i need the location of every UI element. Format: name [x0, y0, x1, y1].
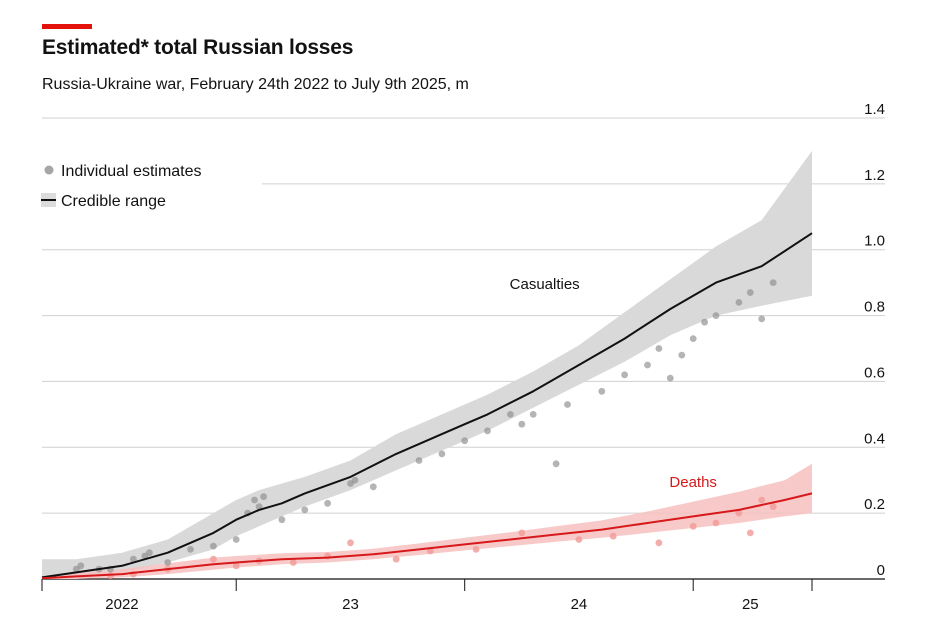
y-tick-label: 0.2	[864, 496, 885, 513]
y-tick-label: 1.4	[864, 101, 885, 118]
casualties-estimate-point	[655, 345, 663, 352]
casualties-estimate-point	[598, 387, 606, 395]
casualties-estimate-point	[324, 499, 331, 507]
casualties-estimate-point	[552, 460, 560, 468]
deaths-estimate-point	[472, 546, 480, 553]
grid-layer: 1.4 1.2 1.0 0.8 0.6 0.4 0.2 0	[42, 101, 885, 580]
casualties-estimate-point	[564, 401, 571, 408]
casualties-estimate-point	[210, 542, 217, 550]
deaths-estimate-point	[518, 529, 526, 537]
casualties-estimate-point	[232, 536, 240, 543]
casualties-estimate-point	[746, 289, 754, 296]
casualties-estimate-point	[507, 411, 514, 418]
x-tick-label: 2022	[105, 596, 138, 613]
x-axis: 2022 23 24 25	[41, 579, 813, 613]
casualties-estimate-point	[678, 351, 686, 359]
casualties-estimate-point	[461, 437, 469, 445]
brand-accent-bar	[42, 24, 92, 29]
y-tick-label: 1.0	[864, 233, 885, 250]
deaths-estimate-point	[712, 519, 720, 527]
casualties-estimate-point	[260, 493, 267, 501]
x-tick-label: 25	[742, 596, 759, 613]
deaths-line	[41, 492, 813, 580]
casualties-line	[41, 232, 813, 579]
casualties-estimate-point	[621, 371, 628, 379]
casualties-estimate-point	[666, 374, 674, 382]
casualties-estimate-point	[351, 476, 359, 484]
casualties-estimate-point	[77, 562, 85, 570]
x-tick-label: 24	[571, 596, 588, 613]
deaths-estimate-point	[609, 532, 617, 540]
deaths-estimate-point	[210, 555, 217, 563]
casualties-estimate-point	[769, 279, 777, 286]
casualties-estimate-point	[164, 559, 172, 566]
deaths-estimate-point	[655, 539, 663, 547]
deaths-estimate-point	[758, 496, 766, 504]
series-annotations: Casualties Deaths	[510, 276, 717, 491]
legend-dot-icon	[44, 165, 54, 175]
deaths-estimate-point	[769, 503, 777, 510]
legend-item-points: Individual estimates	[61, 163, 202, 180]
chart-title: Estimated* total Russian losses	[42, 36, 354, 59]
deaths-estimate-point	[735, 509, 743, 517]
casualties-estimate-point	[438, 450, 446, 458]
casualties-estimate-point	[369, 483, 377, 491]
casualties-estimate-point	[187, 546, 194, 553]
casualties-estimate-point	[301, 506, 309, 514]
estimate-points	[72, 279, 777, 580]
casualties-estimate-point	[255, 503, 263, 510]
deaths-estimate-point	[689, 522, 697, 530]
deaths-estimate-point	[575, 536, 583, 543]
legend-item-range: Credible range	[61, 193, 166, 210]
casualties-estimate-point	[701, 318, 708, 326]
chart-subtitle: Russia-Ukraine war, February 24th 2022 t…	[42, 76, 469, 93]
casualties-estimate-point	[689, 335, 697, 342]
deaths-estimate-point	[392, 555, 400, 563]
deaths-estimate-point	[347, 539, 354, 547]
y-tick-label: 0	[877, 562, 885, 579]
deaths-annotation: Deaths	[669, 474, 717, 491]
casualties-estimate-point	[518, 420, 526, 428]
deaths-estimate-point	[232, 562, 240, 570]
casualties-estimate-point	[130, 555, 137, 563]
x-tick-label: 23	[342, 596, 359, 613]
casualties-estimate-point	[712, 312, 720, 319]
casualties-estimate-point	[529, 411, 537, 418]
casualties-estimate-point	[735, 299, 743, 306]
deaths-estimate-point	[746, 529, 754, 537]
legend-background	[40, 150, 262, 212]
credible-bands	[42, 150, 812, 579]
y-tick-label: 1.2	[864, 167, 885, 184]
series-lines	[41, 232, 813, 580]
casualties-estimate-point	[644, 361, 651, 369]
casualties-estimate-point	[278, 516, 286, 524]
casualties-estimate-point	[251, 496, 258, 504]
legend: Individual estimates Credible range	[40, 150, 262, 212]
casualties-estimate-point	[484, 427, 491, 435]
casualties-annotation: Casualties	[510, 276, 580, 293]
casualties-estimate-point	[146, 549, 153, 557]
y-tick-label: 0.4	[864, 430, 885, 447]
casualties-estimate-point	[415, 457, 423, 464]
deaths-estimate-point	[289, 559, 297, 566]
casualties-estimate-point	[758, 315, 766, 323]
y-tick-label: 0.6	[864, 364, 885, 381]
y-tick-label: 0.8	[864, 299, 885, 316]
